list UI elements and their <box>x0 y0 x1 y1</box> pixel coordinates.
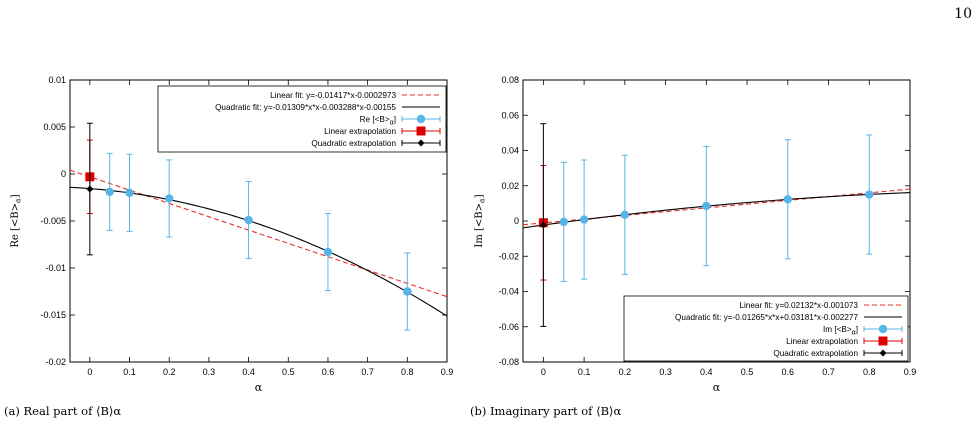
b-xtick-label: 0.4 <box>700 367 713 377</box>
b-legend: Linear fit: y=0.02132*x-0.001073 Quadrati… <box>623 295 909 362</box>
b-data-point <box>702 201 711 211</box>
b-legend-label: Quadratic extrapolation <box>773 349 858 358</box>
b-x-axis-label: α <box>713 381 721 394</box>
b-data-point <box>579 215 589 224</box>
a-ytick-label: -0.015 <box>40 310 66 320</box>
a-legend-swatch-marker <box>416 126 426 136</box>
a-xtick-label: 0.2 <box>163 367 176 377</box>
b-ytick-label: -0.08 <box>498 357 519 367</box>
a-legend-label: Quadratic fit: y=-0.01309*x*x-0.003288*x… <box>215 103 396 112</box>
b-legend-box <box>623 295 909 362</box>
a-data-point <box>323 247 333 257</box>
a-x-axis-label: α <box>255 381 263 394</box>
a-legend-box <box>157 85 447 153</box>
caption-b: (b) Imaginary part of ⟨B⟩α <box>470 404 621 418</box>
a-data-point <box>105 187 114 197</box>
b-xtick-label: 0 <box>541 367 546 377</box>
caption-a-label: (a) <box>4 404 20 418</box>
b-ytick-label: 0.08 <box>501 75 519 85</box>
a-legend-label: Linear extrapolation <box>324 127 396 136</box>
b-xtick-label: 0.9 <box>904 367 917 377</box>
b-ytick-label: -0.06 <box>498 322 519 332</box>
b-data-point <box>620 210 630 220</box>
b-xtick-label: 0.3 <box>659 367 672 377</box>
b-data-point <box>559 217 568 227</box>
chart-imaginary-part: 0 0.1 0.2 0.3 0.4 0.5 0.6 0.7 0.8 0.9 -0.08 -0.06 -0… <box>474 75 916 394</box>
b-data-point <box>865 190 874 199</box>
b-xtick-label: 0.6 <box>782 367 795 377</box>
b-legend-swatch-marker <box>879 349 887 357</box>
b-quadratic-extrapolation-point <box>539 221 547 229</box>
a-xtick-label: 0.5 <box>282 367 295 377</box>
a-xtick-label: 0.3 <box>203 367 216 377</box>
page-number: 10 <box>954 6 972 22</box>
a-data-point <box>403 287 412 296</box>
a-ytick-label: -0.005 <box>40 216 66 226</box>
caption-b-text: Imaginary part of ⟨B⟩α <box>490 404 622 418</box>
a-data-point <box>165 194 174 203</box>
a-ytick-label: 0.005 <box>43 122 66 132</box>
b-ytick-label: -0.04 <box>498 287 519 297</box>
a-xtick-label: 0.8 <box>401 367 414 377</box>
a-legend: Linear fit: y=-0.01417*x-0.0002973 Quadra… <box>157 85 447 153</box>
b-xtick-label: 0.7 <box>822 367 835 377</box>
b-legend-label: Linear fit: y=0.02132*x-0.001073 <box>739 301 858 310</box>
a-xtick-label: 0.1 <box>123 367 136 377</box>
a-ytick-label: 0 <box>61 169 66 179</box>
caption-b-label: (b) <box>470 404 487 418</box>
b-legend-label: Quadratic fit: y=-0.01265*x*x+0.03181*x-… <box>675 313 858 322</box>
b-xtick-label: 0.1 <box>578 367 591 377</box>
b-legend-label: Im [<B>α] <box>823 325 858 337</box>
caption-a-text: Real part of ⟨B⟩α <box>23 404 122 418</box>
chart-real-part: 0 0.1 0.2 0.3 0.4 0.5 0.6 0.7 0.8 0.9 -0.02 -0.015 -… <box>10 75 453 394</box>
a-ytick-label: -0.02 <box>45 357 66 367</box>
b-xtick-label: 0.2 <box>619 367 632 377</box>
a-legend-label: Re [<B>α] <box>360 115 396 127</box>
a-xtick-label: 0 <box>87 367 92 377</box>
b-ytick-label: 0.02 <box>501 181 519 191</box>
a-xtick-label: 0.4 <box>242 367 255 377</box>
a-ytick-label: -0.01 <box>45 263 66 273</box>
a-xtick-label: 0.9 <box>441 367 454 377</box>
a-ytick-label: 0.01 <box>48 75 66 85</box>
a-quadratic-fit-line <box>70 186 447 317</box>
b-ytick-label: 0.04 <box>501 146 519 156</box>
b-legend-swatch-marker <box>878 324 888 334</box>
b-legend-label: Linear extrapolation <box>786 337 858 346</box>
b-quadratic-fit-line <box>523 192 910 229</box>
a-data-point <box>244 215 253 225</box>
a-legend-label: Linear fit: y=-0.01417*x-0.0002973 <box>270 91 396 100</box>
a-linear-fit-line <box>70 169 447 298</box>
a-xtick-label: 0.7 <box>361 367 374 377</box>
a-plot-area <box>70 122 447 331</box>
b-plot-area <box>523 123 910 327</box>
b-ytick-label: 0 <box>514 216 519 226</box>
b-legend-swatch-marker <box>878 336 888 346</box>
b-xtick-label: 0.5 <box>741 367 754 377</box>
b-xtick-label: 0.8 <box>863 367 876 377</box>
b-y-axis-label: Im [<B>α] <box>474 194 487 247</box>
a-legend-swatch-marker <box>417 139 425 147</box>
a-legend-label: Quadratic extrapolation <box>311 139 396 148</box>
a-xtick-label: 0.6 <box>322 367 335 377</box>
b-ytick-label: 0.06 <box>501 110 519 120</box>
a-y-axis-label: Re [<B>α] <box>10 194 23 247</box>
a-data-point <box>125 188 134 197</box>
b-data-point <box>783 195 792 204</box>
b-ytick-label: -0.02 <box>498 251 519 261</box>
a-quadratic-extrapolation-point <box>86 185 94 193</box>
caption-a: (a) Real part of ⟨B⟩α <box>4 404 121 418</box>
a-legend-swatch-marker <box>416 114 426 124</box>
